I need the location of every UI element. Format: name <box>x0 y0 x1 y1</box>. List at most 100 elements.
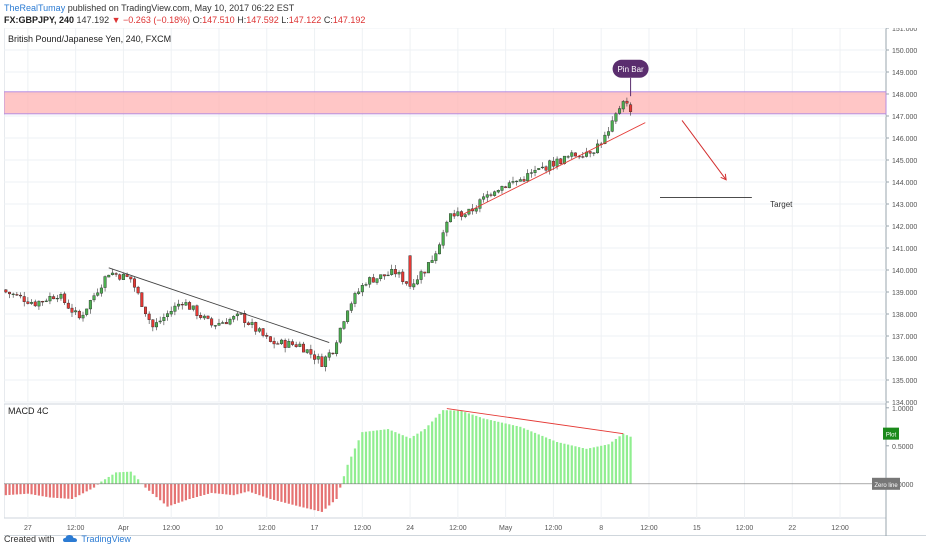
plot-badge[interactable] <box>883 427 899 440</box>
candle-body[interactable] <box>581 156 585 158</box>
candle-body[interactable] <box>125 274 129 277</box>
candle-body[interactable] <box>173 305 177 312</box>
candle-body[interactable] <box>276 343 280 345</box>
candle-body[interactable] <box>474 208 478 212</box>
candle-body[interactable] <box>110 272 114 275</box>
candle-body[interactable] <box>257 328 261 332</box>
candle-body[interactable] <box>59 294 63 299</box>
candle-body[interactable] <box>573 152 577 157</box>
candle-body[interactable] <box>415 279 419 285</box>
candle-body[interactable] <box>44 300 48 302</box>
candle-body[interactable] <box>239 313 243 315</box>
candle-body[interactable] <box>294 344 298 347</box>
candle-body[interactable] <box>162 317 166 321</box>
candle-body[interactable] <box>364 284 368 286</box>
candle-body[interactable] <box>265 335 269 337</box>
candle-body[interactable] <box>155 322 158 328</box>
candle-body[interactable] <box>430 260 434 263</box>
candle-body[interactable] <box>551 160 555 167</box>
candle-body[interactable] <box>371 277 375 283</box>
candle-body[interactable] <box>298 343 302 347</box>
candle-body[interactable] <box>445 221 449 233</box>
candle-body[interactable] <box>4 289 8 293</box>
candle-body[interactable] <box>401 271 405 282</box>
candle-body[interactable] <box>529 172 533 174</box>
candle-body[interactable] <box>393 269 397 275</box>
candle-body[interactable] <box>533 169 537 173</box>
candle-body[interactable] <box>224 322 228 325</box>
resistance-zone[interactable] <box>3 91 887 115</box>
candle-body[interactable] <box>202 315 206 319</box>
candle-body[interactable] <box>375 278 379 283</box>
candle-body[interactable] <box>478 199 482 209</box>
candle-body[interactable] <box>191 305 195 310</box>
candle-body[interactable] <box>22 296 26 302</box>
candle-body[interactable] <box>434 253 438 261</box>
candle-body[interactable] <box>235 313 239 317</box>
candle-body[interactable] <box>188 302 192 310</box>
candle-body[interactable] <box>177 303 181 307</box>
candle-body[interactable] <box>338 327 342 343</box>
macd-divergence-line[interactable] <box>446 408 624 435</box>
candle-body[interactable] <box>41 301 45 303</box>
candle-body[interactable] <box>88 300 92 310</box>
candle-body[interactable] <box>324 356 328 367</box>
candle-body[interactable] <box>232 316 236 320</box>
candle-body[interactable] <box>246 322 250 325</box>
candle-body[interactable] <box>327 352 331 358</box>
candle-body[interactable] <box>452 213 456 217</box>
candle-body[interactable] <box>621 101 625 110</box>
candle-body[interactable] <box>169 311 173 315</box>
candle-body[interactable] <box>268 336 272 342</box>
candle-body[interactable] <box>305 349 309 353</box>
candle-body[interactable] <box>540 166 544 169</box>
candle-body[interactable] <box>342 321 346 329</box>
candle-body[interactable] <box>504 186 508 188</box>
candle-body[interactable] <box>500 185 504 191</box>
candle-body[interactable] <box>206 315 210 319</box>
candle-body[interactable] <box>379 274 383 279</box>
candle-body[interactable] <box>195 305 199 316</box>
candle-body[interactable] <box>592 152 596 154</box>
candle-body[interactable] <box>353 293 357 304</box>
candle-body[interactable] <box>19 294 23 297</box>
candle-body[interactable] <box>423 271 427 274</box>
candle-body[interactable] <box>103 276 107 288</box>
candle-body[interactable] <box>166 313 170 317</box>
candle-body[interactable] <box>386 274 390 277</box>
candle-body[interactable] <box>37 300 41 307</box>
candle-body[interactable] <box>496 190 500 193</box>
candle-body[interactable] <box>26 301 30 304</box>
candle-body[interactable] <box>548 160 552 171</box>
candle-body[interactable] <box>515 180 519 183</box>
candle-body[interactable] <box>544 166 548 171</box>
candle-body[interactable] <box>346 310 350 322</box>
candle-body[interactable] <box>250 322 254 325</box>
candle-body[interactable] <box>618 108 622 114</box>
candle-body[interactable] <box>180 304 184 306</box>
candle-body[interactable] <box>526 173 530 182</box>
candle-body[interactable] <box>118 274 122 280</box>
candle-body[interactable] <box>287 341 291 348</box>
candle-body[interactable] <box>511 181 515 183</box>
candle-body[interactable] <box>140 292 144 307</box>
candle-body[interactable] <box>570 152 574 157</box>
candle-body[interactable] <box>357 291 361 294</box>
candle-body[interactable] <box>210 318 214 326</box>
candle-body[interactable] <box>489 194 493 196</box>
candle-body[interactable] <box>522 179 526 182</box>
candle-body[interactable] <box>254 322 258 332</box>
candle-body[interactable] <box>331 352 335 355</box>
candle-body[interactable] <box>493 191 497 196</box>
candle-body[interactable] <box>518 179 522 182</box>
candle-body[interactable] <box>610 120 614 132</box>
candle-body[interactable] <box>136 286 140 294</box>
uptrend-support-line[interactable] <box>461 122 646 216</box>
candle-body[interactable] <box>213 325 217 327</box>
candle-body[interactable] <box>368 277 372 285</box>
candle-body[interactable] <box>629 104 633 112</box>
candle-body[interactable] <box>55 297 59 300</box>
candle-body[interactable] <box>313 354 317 360</box>
chart-frame[interactable]: Pin Bar Target 134.000 135.000 136.000 137.0… <box>3 26 926 536</box>
candle-body[interactable] <box>603 134 607 144</box>
